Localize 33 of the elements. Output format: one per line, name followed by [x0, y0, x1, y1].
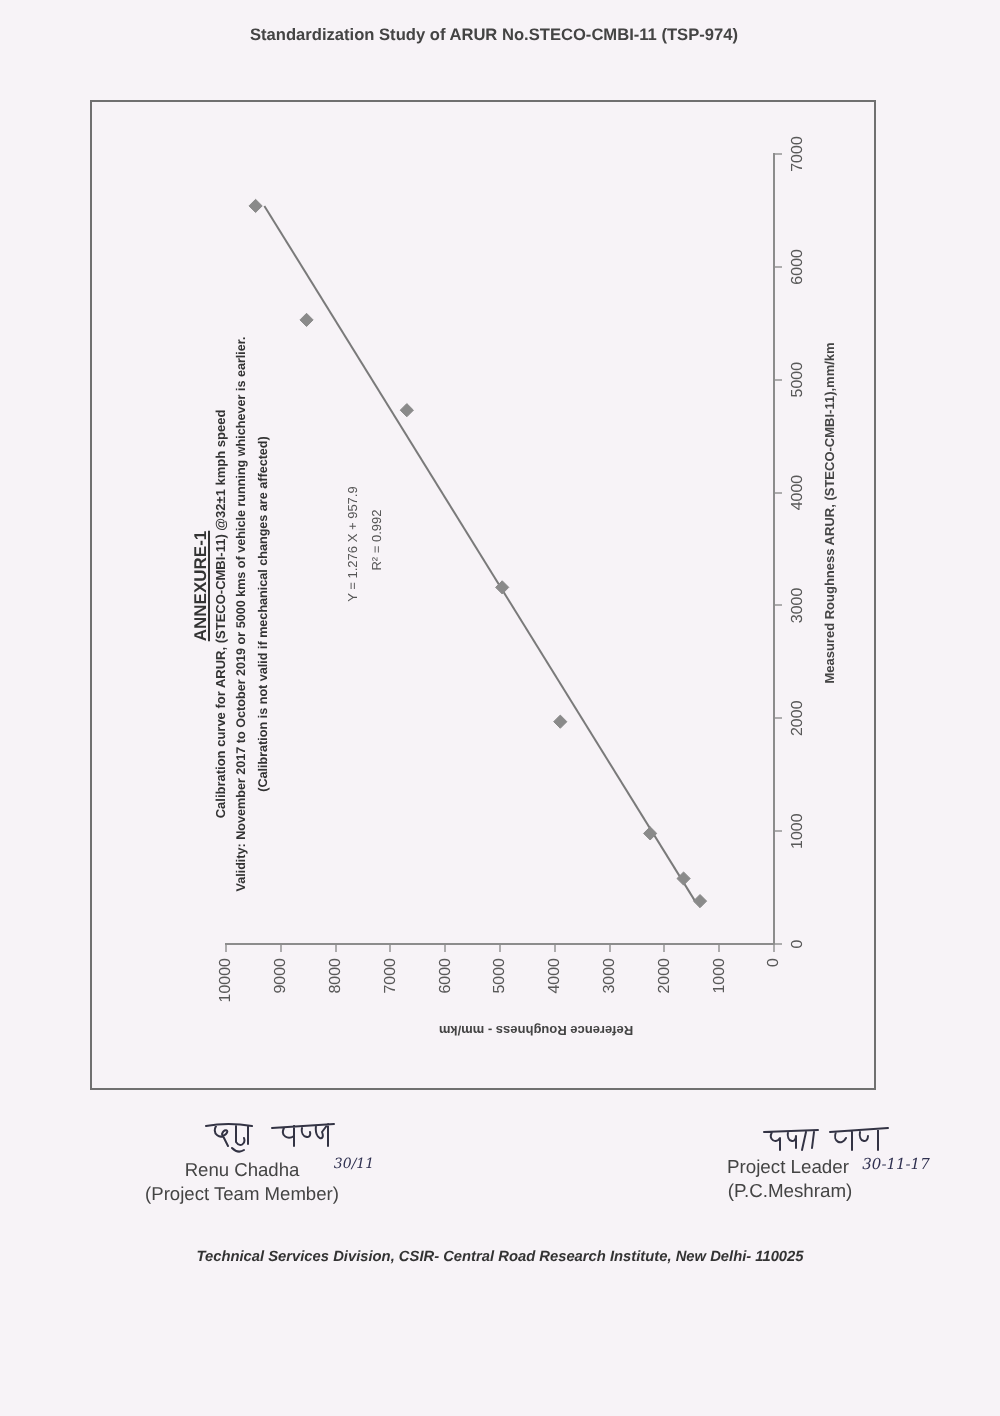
y-tick-label: 4000 — [788, 473, 807, 511]
y-tick-label: 0 — [788, 938, 807, 949]
x-tick-label: 2000 — [654, 956, 673, 994]
point — [299, 312, 314, 327]
x-tick-label: 10000 — [216, 956, 235, 1003]
point — [692, 894, 708, 909]
y-tick-label: 5000 — [788, 360, 807, 398]
point — [248, 198, 263, 214]
text: Standardization Study of ARUR No.STECO-CMBI-11 (TSP-974) — [249, 24, 739, 44]
text: (P.C.Meshram) — [727, 1179, 853, 1201]
y-tick-label: 6000 — [788, 247, 807, 285]
x-tick-label: 0 — [764, 956, 783, 967]
text: Project Leader — [727, 1155, 849, 1177]
x-tick-label: 8000 — [326, 956, 345, 994]
x-tick-label: 7000 — [380, 956, 399, 994]
point — [676, 871, 691, 886]
y-tick-label: 3000 — [788, 586, 807, 624]
point — [643, 826, 658, 841]
x-tick-label: 4000 — [545, 956, 564, 994]
text: ANNEXURE-1 — [190, 530, 210, 642]
text: (Project Team Member) — [145, 1184, 339, 1204]
point — [553, 714, 568, 729]
y-tick-label: 7000 — [788, 135, 807, 172]
x-tick-label: 9000 — [271, 956, 290, 994]
x-tick-label: 5000 — [490, 956, 509, 994]
x-tick-label: 3000 — [600, 956, 619, 994]
x-tick-label: 1000 — [709, 956, 728, 994]
point — [399, 403, 414, 418]
x-tick-label: 6000 — [435, 956, 454, 994]
text: Renu Chadha — [184, 1160, 300, 1180]
y-tick-label: 2000 — [788, 699, 807, 737]
point — [495, 580, 510, 595]
y-tick-label: 1000 — [788, 812, 807, 849]
